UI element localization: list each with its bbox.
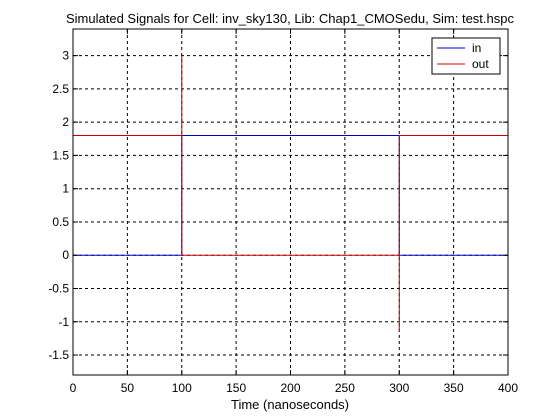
legend: in out <box>431 37 501 75</box>
y-tick-label: -1.5 <box>48 348 69 362</box>
x-tick-label: 200 <box>280 381 300 395</box>
x-tick-label: 100 <box>172 381 192 395</box>
y-tick-label: 3 <box>62 49 69 63</box>
y-tick-label: 2 <box>62 115 69 129</box>
series-out-line <box>73 55 508 332</box>
y-tick-label: -1 <box>58 315 69 329</box>
legend-box <box>431 37 501 75</box>
x-axis-label: Time (nanoseconds) <box>231 397 349 412</box>
series-layer <box>73 55 508 332</box>
x-tick-label: 400 <box>498 381 518 395</box>
y-tick-label: 1 <box>62 182 69 196</box>
x-tick-label: 350 <box>444 381 464 395</box>
x-tick-label: 300 <box>389 381 409 395</box>
series-in-line <box>73 135 508 256</box>
grid <box>73 29 508 375</box>
legend-label-out: out <box>472 57 489 71</box>
y-tick-label: 0 <box>62 248 69 262</box>
x-tick-label: 150 <box>226 381 246 395</box>
y-tick-label: 2.5 <box>52 82 69 96</box>
legend-label-in: in <box>472 41 481 55</box>
ticks: 0 50 100 150 200 250 300 350 400 3 2.5 2 1.5 1 0.5 0 -0.… <box>48 29 518 395</box>
y-tick-label: -0.5 <box>48 282 69 296</box>
x-tick-label: 0 <box>70 381 77 395</box>
y-tick-label: 1.5 <box>52 148 69 162</box>
chart-title: Simulated Signals for Cell: inv_sky130, … <box>66 11 514 26</box>
x-tick-label: 50 <box>121 381 135 395</box>
x-tick-label: 250 <box>335 381 355 395</box>
y-tick-label: 0.5 <box>52 215 69 229</box>
